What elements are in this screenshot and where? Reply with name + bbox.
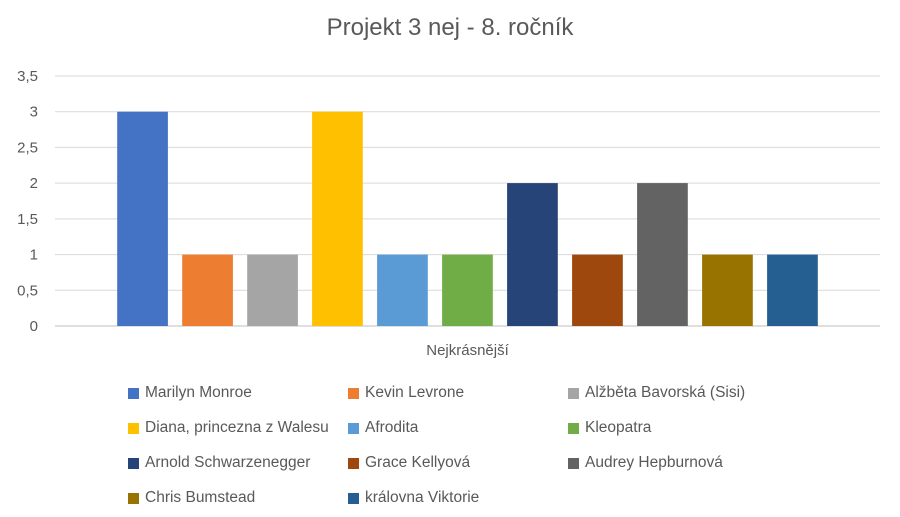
x-category-label: Nejkrásnější — [426, 342, 509, 359]
legend-swatch — [568, 387, 579, 399]
legend-item: Chris Bumstead — [128, 489, 255, 507]
chart-title: Projekt 3 nej - 8. ročník — [326, 14, 574, 41]
bar-6 — [507, 183, 558, 326]
legend-item: Arnold Schwarzenegger — [128, 454, 310, 472]
legend-swatch — [128, 422, 139, 434]
legend-label: Kleopatra — [585, 419, 652, 436]
legend-label: Chris Bumstead — [145, 489, 256, 506]
y-tick-label: 0,5 — [17, 282, 38, 299]
legend-item: Kleopatra — [568, 419, 651, 437]
legend-label: Grace Kellyová — [365, 454, 471, 471]
legend-label: královna Viktorie — [365, 489, 480, 506]
y-tick-label: 2 — [30, 175, 38, 192]
legend-swatch — [568, 457, 579, 469]
y-tick-label: 1,5 — [17, 211, 38, 228]
legend-item: královna Viktorie — [348, 489, 479, 507]
y-tick-label: 2,5 — [17, 139, 38, 156]
legend-label: Audrey Hepburnová — [585, 454, 723, 471]
legend-label: Arnold Schwarzenegger — [145, 454, 311, 471]
legend-swatch — [128, 457, 139, 469]
legend-item: Marilyn Monroe — [128, 384, 252, 402]
bar-10 — [767, 254, 818, 326]
legend-swatch — [568, 422, 579, 434]
y-axis-tick-labels: 0 0,5 1 1,5 2 2,5 3 3,5 — [17, 68, 38, 335]
y-tick-label: 3 — [30, 104, 38, 121]
legend-label: Kevin Levrone — [365, 384, 465, 401]
legend-label: Afrodita — [365, 419, 419, 436]
bar-2 — [247, 254, 298, 326]
legend-item: Audrey Hepburnová — [568, 454, 723, 472]
legend-label: Marilyn Monroe — [145, 384, 252, 401]
bar-1 — [182, 254, 233, 326]
bar-7 — [572, 254, 623, 326]
y-tick-label: 0 — [30, 318, 38, 335]
legend-swatch — [348, 492, 359, 504]
legend-item: Diana, princezna z Walesu — [128, 419, 329, 437]
legend-label: Diana, princezna z Walesu — [145, 419, 329, 436]
bar-5 — [442, 254, 493, 326]
legend-swatch — [128, 492, 139, 504]
legend-swatch — [348, 422, 359, 434]
bar-4 — [377, 254, 428, 326]
x-axis-category-labels: Nejkrásnější — [426, 342, 509, 359]
legend-item: Kevin Levrone — [348, 384, 464, 402]
bar-3 — [312, 111, 363, 326]
bar-0 — [117, 111, 168, 326]
y-tick-label: 1 — [30, 247, 38, 264]
bar-9 — [702, 254, 753, 326]
legend-item: Alžběta Bavorská (Sisi) — [568, 384, 745, 402]
legend-label: Alžběta Bavorská (Sisi) — [585, 384, 746, 401]
y-tick-label: 3,5 — [17, 68, 38, 85]
legend-swatch — [348, 387, 359, 399]
legend-swatch — [128, 387, 139, 399]
legend-item: Afrodita — [348, 419, 418, 437]
bar-8 — [637, 183, 688, 326]
legend-item: Grace Kellyová — [348, 454, 470, 472]
legend-swatch — [348, 457, 359, 469]
bars — [117, 111, 818, 326]
